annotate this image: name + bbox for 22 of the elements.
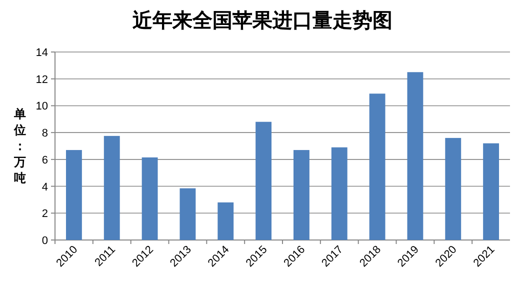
bar	[445, 138, 462, 240]
bar	[66, 150, 82, 240]
bar	[218, 202, 234, 240]
y-tick-label: 0	[42, 235, 48, 247]
bar	[407, 72, 424, 240]
y-tick-label: 8	[42, 128, 48, 140]
y-tick-label: 2	[42, 208, 48, 220]
bar	[180, 188, 196, 240]
bar	[142, 157, 158, 240]
y-tick-label: 6	[42, 154, 48, 166]
y-tick-label: 14	[36, 47, 48, 59]
chart-title: 近年来全国苹果进口量走势图	[132, 8, 392, 32]
bar	[293, 150, 310, 240]
bar	[369, 94, 386, 240]
bar	[331, 147, 348, 240]
bar	[104, 136, 120, 240]
y-tick-label: 10	[36, 100, 48, 113]
bar	[256, 122, 272, 240]
y-tick-label: 12	[36, 74, 48, 86]
y-tick-label: 4	[42, 181, 48, 194]
bar	[483, 143, 500, 240]
y-axis-title: 单位：万吨	[13, 107, 26, 185]
